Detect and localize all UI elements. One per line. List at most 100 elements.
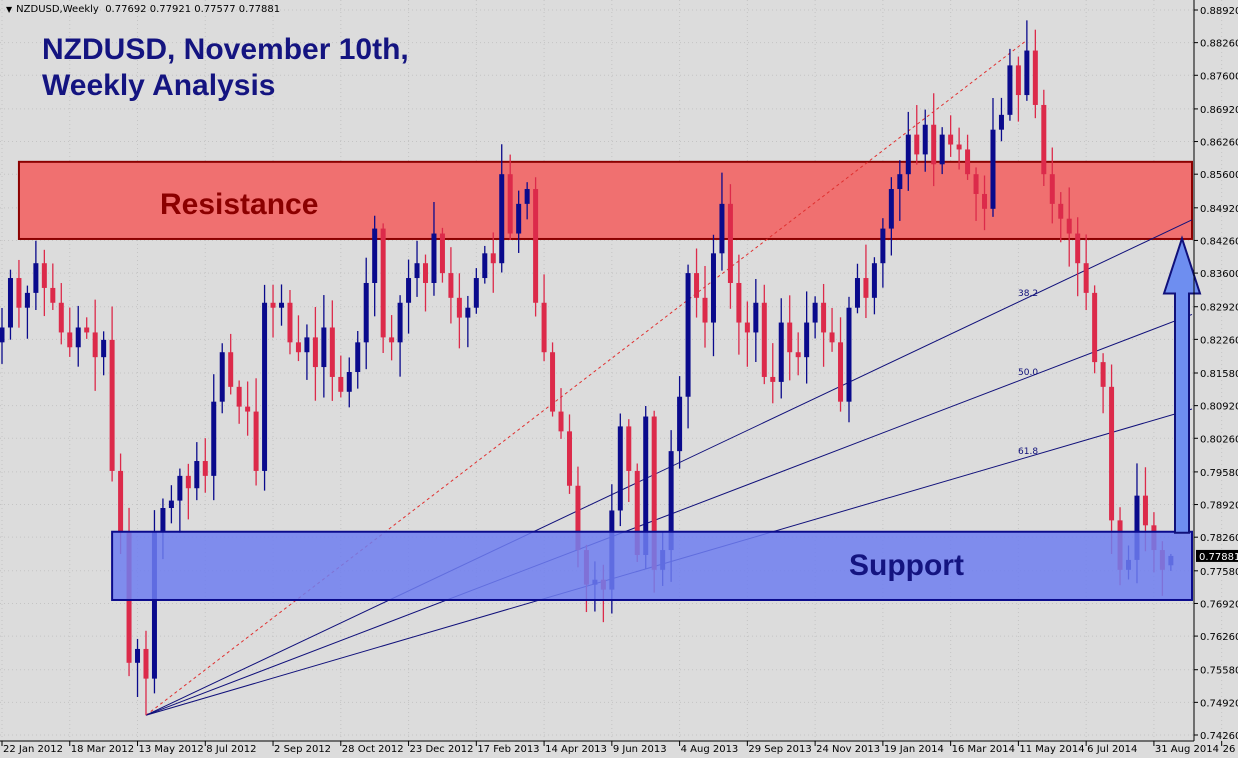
candle-body bbox=[880, 228, 886, 264]
candle bbox=[888, 177, 894, 256]
candle-body bbox=[643, 416, 649, 555]
candle-body bbox=[236, 386, 242, 407]
candle-body bbox=[829, 332, 835, 343]
candle-body bbox=[795, 352, 801, 358]
candle bbox=[1058, 192, 1064, 243]
candle-body bbox=[1083, 263, 1089, 293]
candle-body bbox=[177, 475, 183, 501]
x-tick-label: 4 Aug 2013 bbox=[681, 744, 739, 755]
candle bbox=[245, 381, 251, 436]
candle bbox=[1015, 56, 1021, 122]
candle-body bbox=[456, 297, 462, 318]
candle-body bbox=[516, 203, 522, 234]
y-tick-label: 0.82260 bbox=[1200, 335, 1238, 346]
x-tick-label: 31 Aug 2014 bbox=[1155, 744, 1219, 755]
candle-body bbox=[1032, 50, 1038, 105]
candle-body bbox=[778, 322, 784, 382]
candle-body bbox=[854, 278, 860, 308]
candle-body bbox=[982, 193, 988, 209]
candle bbox=[295, 315, 301, 362]
candle bbox=[956, 127, 962, 170]
candle bbox=[304, 324, 310, 380]
candle-body bbox=[473, 278, 479, 308]
candle-body bbox=[956, 144, 962, 150]
candle-body bbox=[295, 342, 301, 353]
candle bbox=[507, 154, 513, 241]
candle-body bbox=[888, 189, 894, 229]
candle-body bbox=[194, 461, 200, 489]
candle-body bbox=[448, 273, 454, 298]
candle bbox=[880, 218, 886, 288]
x-tick-label: 17 Feb 2013 bbox=[477, 744, 539, 755]
candle-body bbox=[1058, 203, 1064, 219]
candle-body bbox=[414, 263, 420, 279]
candle bbox=[558, 388, 564, 439]
candle-body bbox=[423, 263, 428, 283]
candle bbox=[338, 355, 344, 398]
candle bbox=[829, 307, 835, 352]
candle-body bbox=[482, 253, 488, 279]
candle-body bbox=[41, 263, 47, 288]
candle-body bbox=[499, 174, 505, 264]
candle bbox=[287, 289, 293, 355]
candle-body bbox=[1075, 233, 1081, 264]
candle bbox=[448, 247, 454, 324]
x-tick-label: 8 Jul 2012 bbox=[206, 744, 256, 755]
candle bbox=[948, 115, 954, 157]
x-tick-label: 24 Nov 2013 bbox=[816, 744, 880, 755]
y-tick-label: 0.87600 bbox=[1200, 71, 1238, 82]
y-tick-label: 0.75580 bbox=[1200, 666, 1238, 677]
candle-body bbox=[719, 203, 725, 254]
x-tick-label: 13 May 2012 bbox=[139, 744, 204, 755]
zones bbox=[17, 160, 1194, 240]
y-tick-label: 0.88260 bbox=[1200, 39, 1238, 50]
candle-body bbox=[838, 342, 844, 402]
candle-body bbox=[550, 352, 556, 412]
candle-body bbox=[1134, 495, 1140, 560]
candle bbox=[516, 190, 522, 253]
time-axis[interactable]: 22 Jan 2012 18 Mar 2012 13 May 2012 8 Jul 2… bbox=[1, 741, 1238, 755]
current-price-tag bbox=[1196, 549, 1238, 562]
x-tick-label: 16 Mar 2014 bbox=[952, 744, 1015, 755]
candle-body bbox=[575, 485, 581, 551]
fan-trendline bbox=[145, 39, 1028, 716]
y-tick-label: 0.79580 bbox=[1200, 468, 1238, 479]
candle-body bbox=[558, 411, 564, 432]
candle-body bbox=[287, 302, 293, 343]
candle-body bbox=[58, 302, 64, 333]
y-tick-label: 0.83600 bbox=[1200, 269, 1238, 280]
candle-body bbox=[685, 273, 691, 397]
candle-body bbox=[897, 174, 903, 190]
candle bbox=[92, 299, 98, 391]
candle-body bbox=[389, 337, 395, 343]
candle-body bbox=[566, 431, 572, 486]
candle-body bbox=[329, 327, 335, 377]
candle bbox=[1092, 285, 1098, 374]
triangle-down-icon[interactable]: ▼ bbox=[6, 5, 13, 14]
title-line-1: NZDUSD, November 10th, bbox=[42, 33, 409, 66]
candle-body bbox=[744, 322, 750, 333]
candle bbox=[1066, 187, 1072, 267]
candle-body bbox=[262, 302, 268, 471]
candle-body bbox=[533, 189, 539, 303]
y-tick-label: 0.88920 bbox=[1200, 6, 1238, 17]
candle-body bbox=[931, 124, 937, 165]
candle-body bbox=[914, 134, 920, 155]
candle bbox=[482, 245, 488, 284]
candle-body bbox=[668, 451, 674, 551]
candle-body bbox=[694, 273, 700, 298]
x-tick-label: 29 Sep 2013 bbox=[748, 744, 811, 755]
x-tick-label: 22 Jan 2012 bbox=[3, 744, 63, 755]
candle-body bbox=[118, 470, 124, 533]
candle-body bbox=[524, 189, 530, 204]
candle-body bbox=[92, 332, 98, 358]
candle bbox=[499, 144, 505, 273]
candle bbox=[1049, 147, 1055, 224]
candle bbox=[1024, 20, 1030, 101]
candle-body bbox=[490, 253, 496, 264]
candle-body bbox=[948, 134, 954, 145]
candle bbox=[1075, 217, 1081, 297]
price-axis[interactable]: 0.88920 0.88260 0.87600 0.86920 0.86260 0.856… bbox=[1194, 6, 1238, 742]
support-label: Support bbox=[849, 549, 964, 582]
